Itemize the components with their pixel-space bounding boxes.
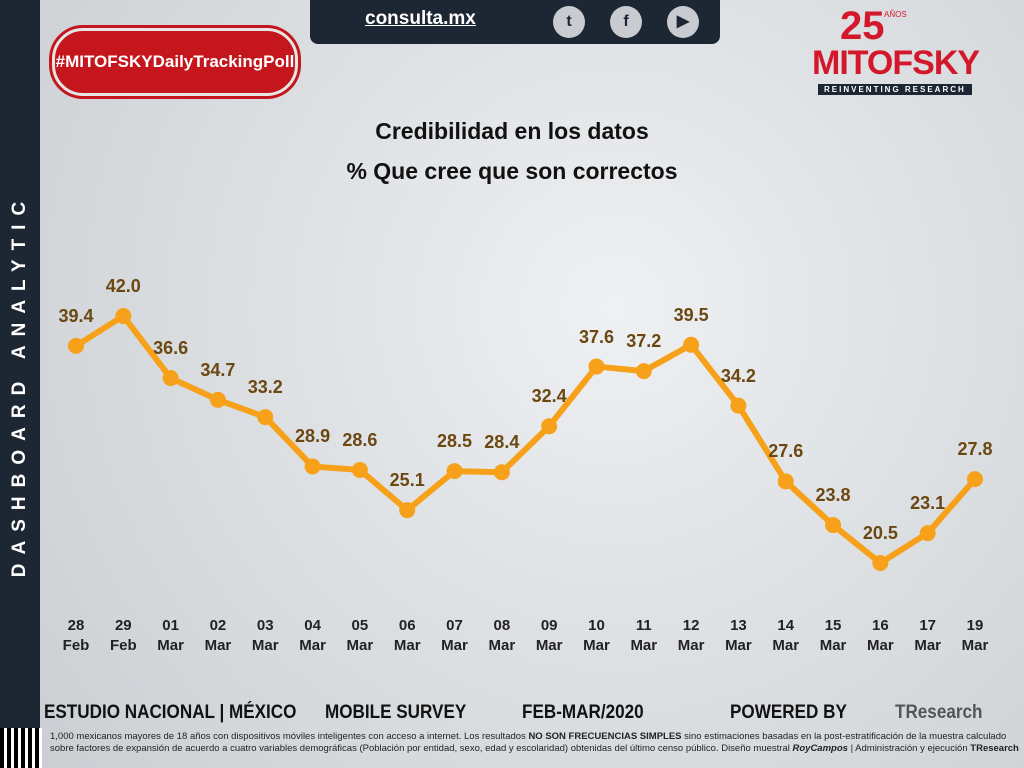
x-tick-label: 28 Feb — [62, 617, 90, 654]
youtube-icon[interactable]: ▶ — [667, 6, 699, 38]
value-label: 37.6 — [578, 326, 614, 347]
x-tick-label: 12 Mar — [677, 617, 705, 654]
value-label: 28.4 — [484, 432, 520, 453]
footnote-part: | Administración y ejecución — [847, 743, 971, 754]
value-label: 23.1 — [910, 493, 946, 514]
value-label: 36.6 — [153, 338, 189, 359]
point — [446, 463, 463, 480]
x-tick-label: 02 Mar — [204, 617, 232, 654]
point — [825, 517, 842, 534]
point — [257, 409, 274, 426]
value-label: 37.2 — [626, 331, 662, 352]
point — [162, 370, 179, 387]
point — [635, 363, 652, 380]
point — [351, 461, 368, 478]
study: ESTUDIO NACIONAL | MÉXICO — [44, 702, 297, 723]
top-tab — [310, 0, 720, 44]
brand: MITOFSKY — [812, 44, 980, 82]
value-label: 39.4 — [58, 305, 94, 326]
tagline: REINVENTING RESEARCH — [818, 84, 972, 95]
footnote-part: 1,000 mexicanos mayores de 18 años con d… — [50, 731, 529, 742]
anniversary-unit: AÑOS — [884, 10, 907, 19]
value-label: 34.2 — [720, 365, 756, 386]
footnote-part: RoyCampos — [792, 743, 848, 754]
x-tick-label: 08 Mar — [488, 617, 516, 654]
x-tick-label: 03 Mar — [251, 617, 279, 654]
value-label: 25.1 — [389, 470, 425, 491]
x-tick-label: 19 Mar — [961, 617, 989, 654]
x-tick-label: 07 Mar — [441, 617, 468, 654]
point — [304, 458, 321, 475]
footnote-part: sino estimaciones basadas en la post-est… — [50, 731, 1007, 754]
point — [683, 336, 700, 353]
partner: TResearch — [895, 702, 983, 723]
value-label: 27.6 — [768, 441, 804, 462]
point — [872, 555, 889, 571]
x-tick-label: 05 Mar — [346, 617, 374, 654]
powered-by: POWERED BY — [730, 702, 847, 723]
footnote-part: TResearch — [970, 743, 1019, 754]
value-label: 39.5 — [673, 304, 709, 325]
value-label: 28.6 — [342, 429, 378, 450]
site-link[interactable]: consulta.mx — [365, 8, 476, 29]
qr-code — [0, 728, 42, 768]
hashtag-badge: #MITOFSKYDailyTrackingPoll — [52, 28, 298, 96]
point — [209, 391, 226, 408]
sidebar: DASHBOARD ANALYTIC — [0, 0, 40, 768]
x-tick-label: 09 Mar — [535, 617, 563, 654]
value-label: 20.5 — [862, 523, 898, 543]
footnote: 1,000 mexicanos mayores de 18 años con d… — [50, 731, 1020, 755]
point — [68, 337, 84, 354]
x-tick-label: 17 Mar — [914, 617, 942, 654]
anniversary: 25 — [840, 4, 885, 48]
x-tick-label: 11 Mar — [630, 617, 658, 654]
line — [74, 313, 978, 566]
x-tick-label: 14 Mar — [772, 617, 800, 654]
chart-subtitle: % Que cree que son correctos — [346, 158, 678, 184]
x-tick-label: 13 Mar — [725, 617, 752, 654]
value-label: 23.8 — [815, 485, 851, 506]
period: FEB-MAR/2020 — [522, 702, 644, 723]
facebook-icon[interactable]: f — [610, 6, 642, 38]
point — [967, 471, 983, 488]
point — [919, 525, 936, 542]
x-tick-label: 10 Mar — [583, 617, 610, 654]
x-tick-label: 16 Mar — [867, 617, 894, 654]
value-label: 28.5 — [436, 431, 473, 452]
chart-title: Credibilidad en los datos — [375, 118, 649, 144]
value-label: 42.0 — [105, 276, 141, 296]
point — [115, 308, 132, 324]
method: MOBILE SURVEY — [325, 702, 467, 723]
x-tick-label: 01 Mar — [157, 617, 184, 654]
point — [541, 418, 558, 435]
point — [730, 397, 747, 414]
point — [493, 464, 510, 481]
value-label: 33.2 — [247, 377, 283, 398]
x-tick-label: 15 Mar — [819, 617, 847, 654]
value-label: 28.9 — [295, 426, 331, 447]
footnote-part: NO SON FRECUENCIAS SIMPLES — [528, 731, 682, 742]
x-tick-label: 04 Mar — [299, 617, 326, 654]
point — [399, 502, 416, 519]
value-label: 27.8 — [957, 439, 993, 460]
point — [588, 358, 605, 375]
twitter-icon[interactable]: t — [553, 6, 585, 38]
x-tick-label: 29 Feb — [109, 617, 137, 654]
value-label: 32.4 — [531, 386, 567, 407]
point — [777, 473, 794, 490]
value-label: 34.7 — [200, 359, 236, 380]
x-tick-label: 06 Mar — [393, 617, 421, 654]
hashtag: #MITOFSKYDailyTrackingPoll — [55, 52, 295, 71]
